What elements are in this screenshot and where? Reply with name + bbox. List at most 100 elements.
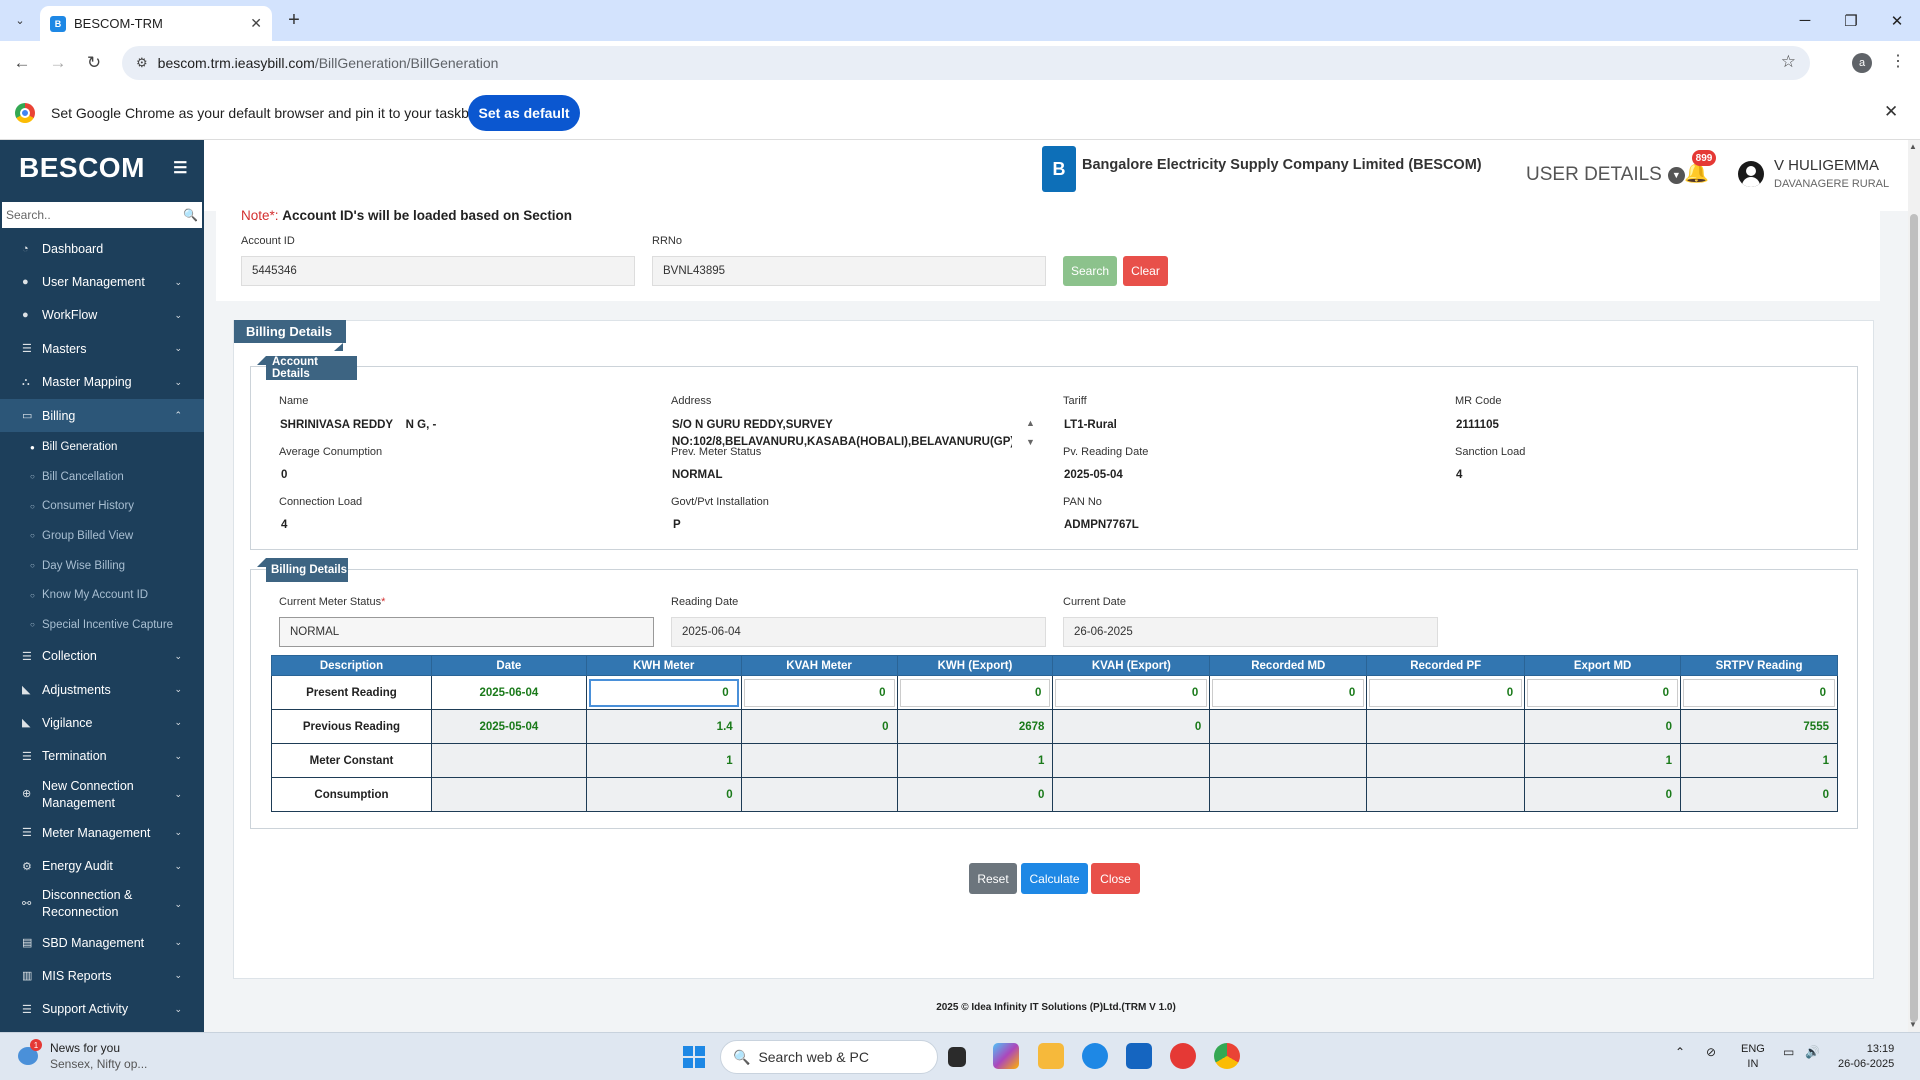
sidebar-search-input[interactable]: Search.. 🔍 bbox=[2, 202, 202, 228]
present-kwh-input[interactable]: 0 bbox=[585, 675, 742, 710]
task-view-icon[interactable] bbox=[948, 1047, 966, 1067]
present-recorded-md-input[interactable]: 0 bbox=[1209, 675, 1368, 710]
chart-icon: ◣ bbox=[22, 717, 31, 730]
infobar-close-icon[interactable]: ✕ bbox=[1884, 102, 1899, 121]
cell-value[interactable]: 0 bbox=[1055, 678, 1208, 707]
url-field[interactable]: ⚙ bescom.trm.ieasybill.com/BillGeneratio… bbox=[122, 46, 1810, 80]
cell-value[interactable]: 0 bbox=[1527, 678, 1679, 707]
scroll-up-icon[interactable]: ▲ bbox=[1026, 418, 1035, 428]
tab-close-icon[interactable]: ✕ bbox=[250, 15, 262, 31]
sidebar-item-workflow[interactable]: ● WorkFlow ⌄ bbox=[0, 299, 204, 332]
sidebar-item-support-activity[interactable]: ☰ Support Activity ⌄ bbox=[0, 993, 204, 1026]
hamburger-icon[interactable]: ☰ bbox=[173, 160, 188, 177]
bookmark-star-icon[interactable]: ☆ bbox=[1780, 52, 1796, 71]
cell-value[interactable]: 0 bbox=[899, 678, 1051, 707]
minimize-button[interactable]: ─ bbox=[1799, 12, 1811, 29]
user-avatar-icon[interactable] bbox=[1738, 161, 1764, 187]
forward-button[interactable]: → bbox=[49, 53, 67, 72]
sidebar-sub-day-wise-billing[interactable]: ○ Day Wise Billing bbox=[0, 551, 204, 581]
show-hidden-icons[interactable]: ⌃ bbox=[1675, 1045, 1686, 1059]
windows-start-icon[interactable] bbox=[683, 1046, 705, 1068]
sidebar-item-vigilance[interactable]: ◣ Vigilance ⌄ bbox=[0, 706, 204, 739]
volume-icon[interactable]: 🔊 bbox=[1805, 1045, 1820, 1059]
sidebar-item-master-mapping[interactable]: ⛬ Master Mapping ⌄ bbox=[0, 366, 204, 399]
sidebar-item-mis-reports[interactable]: ▥ MIS Reports ⌄ bbox=[0, 959, 204, 992]
sidebar-item-adjustments[interactable]: ◣ Adjustments ⌄ bbox=[0, 673, 204, 706]
site-info-icon[interactable]: ⚙ bbox=[136, 55, 148, 70]
sidebar-sub-group-billed-view[interactable]: ○ Group Billed View bbox=[0, 521, 204, 551]
table-cell bbox=[1366, 709, 1526, 744]
chrome-taskbar-icon[interactable] bbox=[1214, 1043, 1240, 1069]
cell-value[interactable]: 0 bbox=[1683, 678, 1835, 707]
sidebar-item-label: Termination bbox=[42, 749, 107, 764]
reload-button[interactable]: ↻ bbox=[86, 53, 102, 72]
user-details-label: USER DETAILS bbox=[1526, 164, 1662, 185]
sidebar-item-energy-audit[interactable]: ⚙ Energy Audit ⌄ bbox=[0, 849, 204, 882]
language-indicator[interactable]: ENG IN bbox=[1741, 1042, 1765, 1072]
account-id-input[interactable]: 5445346 bbox=[241, 256, 635, 286]
profile-avatar[interactable]: a bbox=[1852, 53, 1872, 73]
present-srtpv-input[interactable]: 0 bbox=[1680, 675, 1838, 710]
current-date-input[interactable]: 26-06-2025 bbox=[1063, 617, 1438, 647]
sidebar-item-collection[interactable]: ☰ Collection ⌄ bbox=[0, 640, 204, 673]
sidebar-item-new-connection-management[interactable]: ⊕ New Connection Management ⌄ bbox=[0, 773, 204, 816]
news-widget[interactable]: 1 News for you Sensex, Nifty op... bbox=[18, 1039, 178, 1075]
sidebar-sub-special-incentive-capture[interactable]: ○ Special Incentive Capture bbox=[0, 610, 204, 640]
clear-button[interactable]: Clear bbox=[1123, 256, 1168, 286]
cell-value[interactable]: 0 bbox=[743, 678, 895, 707]
sidebar-item-billing[interactable]: ▭ Billing ⌃ bbox=[0, 398, 204, 433]
current-meter-status-select[interactable]: NORMAL bbox=[279, 617, 654, 647]
bell-icon[interactable]: 🔔 bbox=[1684, 162, 1709, 184]
new-tab-button[interactable]: + bbox=[288, 8, 300, 31]
rrno-input[interactable]: BVNL43895 bbox=[652, 256, 1046, 286]
system-clock[interactable]: 13:19 26-06-2025 bbox=[1838, 1042, 1894, 1072]
present-kvah-input[interactable]: 0 bbox=[740, 675, 898, 710]
display-icon[interactable]: ▭ bbox=[1783, 1045, 1795, 1059]
sidebar-item-sbd-management[interactable]: ▤ SBD Management ⌄ bbox=[0, 926, 204, 959]
reading-date-label: Reading Date bbox=[671, 596, 739, 608]
cell-value[interactable]: 0 bbox=[1369, 678, 1523, 707]
reading-date-input[interactable]: 2025-06-04 bbox=[671, 617, 1046, 647]
sidebar-sub-know-my-account-id[interactable]: ○ Know My Account ID bbox=[0, 580, 204, 610]
scroll-down-arrow-icon[interactable]: ▼ bbox=[1909, 1020, 1917, 1029]
sidebar-sub-consumer-history[interactable]: ○ Consumer History bbox=[0, 492, 204, 522]
tab-search-button[interactable]: ⌄ bbox=[15, 14, 25, 27]
sidebar-item-termination[interactable]: ☰ Termination ⌄ bbox=[0, 740, 204, 773]
copilot-icon[interactable] bbox=[993, 1043, 1019, 1069]
chrome-menu-icon[interactable]: ⋮ bbox=[1890, 53, 1906, 70]
search-button[interactable]: Search bbox=[1063, 256, 1117, 286]
network-icon[interactable]: ⊘ bbox=[1706, 1045, 1717, 1059]
sidebar-item-disconnection-reconnection[interactable]: ⚯ Disconnection & Reconnection ⌄ bbox=[0, 883, 204, 926]
reset-button[interactable]: Reset bbox=[969, 863, 1017, 894]
scrollbar-thumb[interactable] bbox=[1910, 214, 1918, 1022]
file-explorer-icon[interactable] bbox=[1038, 1043, 1064, 1069]
taskbar-search[interactable]: 🔍 Search web & PC bbox=[720, 1040, 938, 1074]
back-button[interactable]: ← bbox=[13, 53, 31, 72]
browser-tab[interactable]: B BESCOM-TRM ✕ bbox=[40, 6, 272, 41]
present-recorded-pf-input[interactable]: 0 bbox=[1366, 675, 1526, 710]
present-kvah-export-input[interactable]: 0 bbox=[1052, 675, 1211, 710]
calculate-button[interactable]: Calculate bbox=[1021, 863, 1088, 894]
set-as-default-button[interactable]: Set as default bbox=[468, 95, 580, 131]
cell-value[interactable]: 0 bbox=[1212, 678, 1365, 707]
scroll-up-arrow-icon[interactable]: ▲ bbox=[1909, 142, 1917, 151]
sidebar-item-dashboard[interactable]: ◔ Dashboard bbox=[0, 232, 204, 265]
user-details-dropdown[interactable]: USER DETAILS ▼ bbox=[1526, 164, 1685, 186]
present-kwh-export-input[interactable]: 0 bbox=[896, 675, 1054, 710]
cell-value[interactable]: 0 bbox=[588, 678, 739, 707]
search-icon[interactable]: 🔍 bbox=[183, 208, 198, 222]
app-icon[interactable] bbox=[1170, 1043, 1196, 1069]
sidebar-item-masters[interactable]: ☰ Masters ⌄ bbox=[0, 332, 204, 365]
restore-button[interactable]: ❐ bbox=[1844, 12, 1858, 30]
scroll-down-icon[interactable]: ▼ bbox=[1026, 437, 1035, 447]
sidebar-sub-bill-cancellation[interactable]: ○ Bill Cancellation bbox=[0, 462, 204, 492]
close-button[interactable]: Close bbox=[1091, 863, 1140, 894]
edge-icon[interactable] bbox=[1082, 1043, 1108, 1069]
store-icon[interactable] bbox=[1126, 1043, 1152, 1069]
window-close-button[interactable]: ✕ bbox=[1890, 12, 1904, 30]
present-export-md-input[interactable]: 0 bbox=[1524, 675, 1682, 710]
news-subtitle: Sensex, Nifty op... bbox=[50, 1057, 148, 1071]
sidebar-item-user-management[interactable]: ● User Management ⌄ bbox=[0, 265, 204, 298]
sidebar-item-meter-management[interactable]: ☰ Meter Management ⌄ bbox=[0, 816, 204, 849]
sidebar-sub-bill-generation[interactable]: ● Bill Generation bbox=[0, 432, 204, 462]
